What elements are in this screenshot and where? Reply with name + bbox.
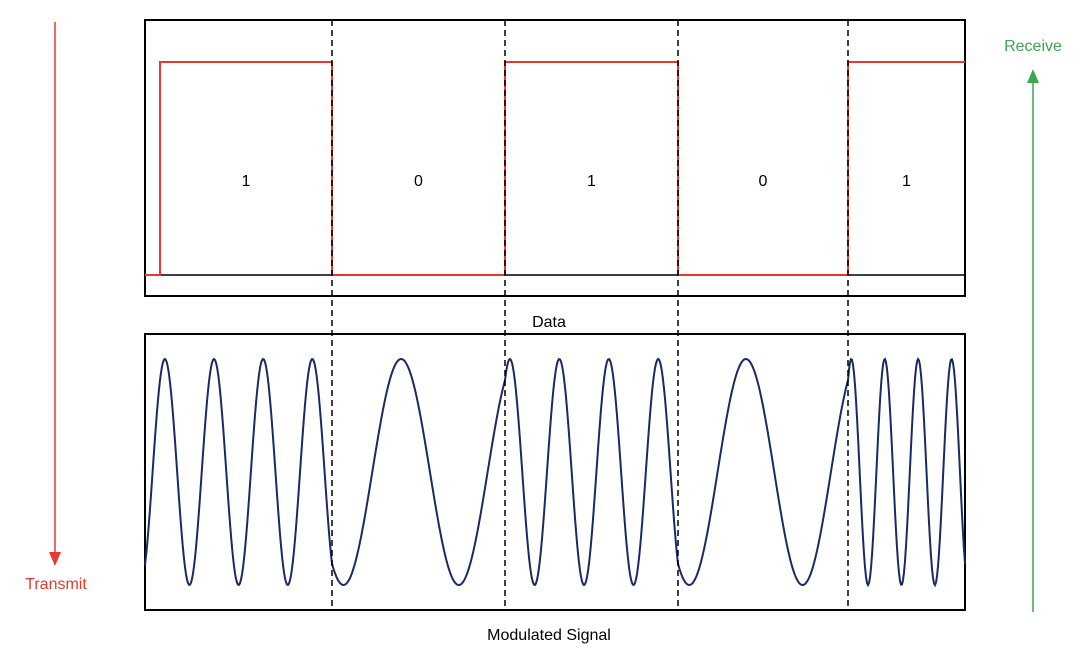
transmit-arrow — [49, 22, 61, 566]
transmit-arrow-head — [49, 552, 61, 566]
modulated-signal-waveform — [144, 357, 966, 588]
data-panel-label: Data — [532, 314, 566, 331]
bit-labels: 1 0 1 0 1 — [242, 173, 912, 190]
receive-arrow-head — [1027, 69, 1039, 83]
signal-panel — [144, 333, 966, 611]
bit-label: 0 — [759, 173, 768, 190]
transmit-label: Transmit — [25, 576, 87, 593]
bit-label: 0 — [414, 173, 423, 190]
bit-label: 1 — [587, 173, 596, 190]
signal-panel-label: Modulated Signal — [487, 627, 611, 644]
bit-boundary-lines — [331, 20, 849, 610]
data-panel-frame — [144, 19, 966, 297]
receive-label: Receive — [1004, 38, 1062, 55]
receive-arrow — [1027, 69, 1039, 612]
bit-label: 1 — [902, 173, 911, 190]
data-waveform — [145, 61, 965, 276]
data-panel: 1 0 1 0 1 — [144, 19, 966, 297]
bit-label: 1 — [242, 173, 251, 190]
signal-panel-frame — [144, 333, 966, 611]
